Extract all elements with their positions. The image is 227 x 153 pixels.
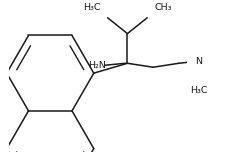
- Text: H₂N: H₂N: [88, 61, 106, 70]
- Text: CH₃: CH₃: [154, 3, 172, 12]
- Text: H₃C: H₃C: [83, 3, 101, 12]
- Text: H₃C: H₃C: [190, 86, 207, 95]
- Text: N: N: [195, 57, 202, 66]
